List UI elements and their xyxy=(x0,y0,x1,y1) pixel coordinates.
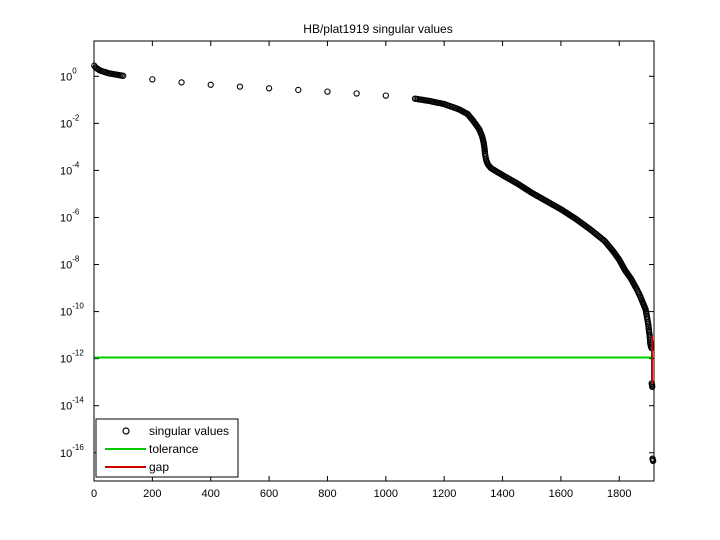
singular-value-point xyxy=(295,86,302,94)
legend-label-singular-values: singular values xyxy=(149,424,229,438)
singular-value-point xyxy=(382,92,389,99)
x-tick-label: 1000 xyxy=(374,488,398,500)
singular-value-point xyxy=(353,90,360,97)
y-tick-label: 10-16 xyxy=(60,443,84,460)
legend-label-tolerance: tolerance xyxy=(149,442,199,456)
singular-value-point xyxy=(265,85,273,92)
x-tick-label: 400 xyxy=(202,488,220,500)
x-tick-label: 600 xyxy=(260,488,278,500)
y-tick-label: 10-12 xyxy=(60,349,84,366)
x-tick-label: 0 xyxy=(91,488,97,500)
x-tick-label: 1800 xyxy=(607,488,631,500)
singular-value-point xyxy=(149,76,156,83)
y-axis: 10-16 10-14 10-12 10-10 10-8 10-6 10-4 10-2 100 xyxy=(60,66,654,460)
y-tick-label: 10-14 xyxy=(60,396,84,413)
plot-area xyxy=(94,41,654,481)
series-layer xyxy=(91,62,657,465)
x-tick-label: 800 xyxy=(318,488,336,500)
x-axis: 0 200 400 600 800 1000 1200 1400 1600 1800 xyxy=(91,41,632,500)
singular-value-point xyxy=(324,88,331,95)
chart-title: HB/plat1919 singular values xyxy=(303,22,452,36)
singular-value-point xyxy=(649,383,656,391)
y-tick-label: 10-4 xyxy=(60,160,80,177)
legend: singular values tolerance gap xyxy=(95,418,239,478)
singular-value-point xyxy=(207,81,214,88)
y-tick-label: 100 xyxy=(60,66,77,83)
singular-value-point xyxy=(120,72,127,79)
plot-frame xyxy=(93,40,655,482)
singular-value-point xyxy=(649,457,657,465)
singular-value-point xyxy=(178,79,185,86)
legend-label-gap: gap xyxy=(149,460,169,474)
x-tick-label: 1200 xyxy=(432,488,456,500)
x-tick-label: 1400 xyxy=(490,488,514,500)
y-tick-label: 10-8 xyxy=(60,255,80,272)
y-tick-label: 10-10 xyxy=(60,302,84,319)
singular-value-point xyxy=(236,83,244,90)
x-tick-label: 1600 xyxy=(549,488,573,500)
y-tick-label: 10-2 xyxy=(60,113,80,130)
x-tick-label: 200 xyxy=(143,488,161,500)
y-tick-label: 10-6 xyxy=(60,207,80,224)
legend-marker-singular-values xyxy=(122,427,130,435)
